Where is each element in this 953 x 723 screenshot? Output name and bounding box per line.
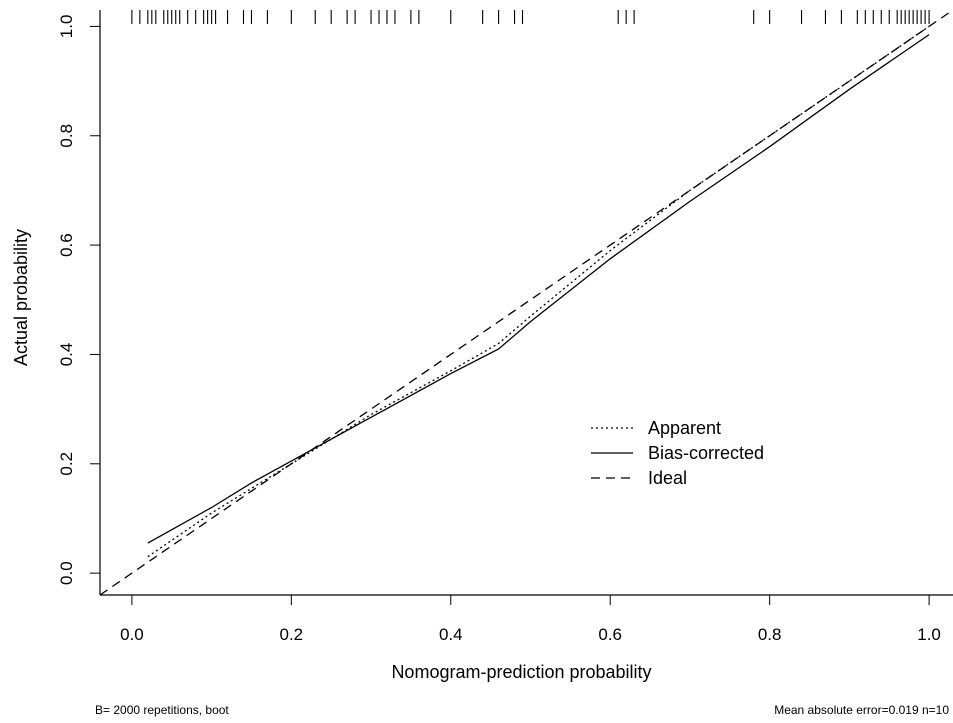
rug-ticks — [131, 10, 930, 24]
footer-repetitions-note: B= 2000 repetitions, boot — [95, 703, 229, 717]
x-tick-label: 1.0 — [917, 625, 941, 644]
axes: 0.0 0.2 0.4 0.6 0.8 1.0 0.0 0.2 0.4 0.6 0.8 1.0 Nomo… — [11, 15, 941, 682]
y-axis-title: Actual probability — [11, 229, 31, 366]
x-axis-title: Nomogram-prediction probability — [391, 662, 651, 682]
x-tick-label: 0.4 — [439, 625, 463, 644]
legend-label: Ideal — [648, 468, 687, 488]
legend: Apparent Bias-corrected Ideal — [591, 418, 764, 488]
y-tick-label: 1.0 — [57, 15, 76, 39]
y-tick-label: 0.2 — [57, 452, 76, 476]
legend-label: Apparent — [648, 418, 721, 438]
y-tick-label: 0.0 — [57, 561, 76, 585]
y-tick-label: 0.6 — [57, 233, 76, 257]
series-line-bias-corrected — [147, 34, 930, 544]
legend-label: Bias-corrected — [648, 443, 764, 463]
y-tick-label: 0.4 — [57, 343, 76, 367]
series-line-ideal — [99, 9, 953, 596]
series-lines — [99, 9, 953, 596]
plot-area — [99, 10, 953, 596]
series-line-apparent — [147, 25, 930, 558]
x-tick-label: 0.2 — [280, 625, 304, 644]
y-tick-label: 0.8 — [57, 124, 76, 148]
x-tick-label: 0.6 — [598, 625, 622, 644]
x-tick-label: 0.0 — [120, 625, 144, 644]
x-tick-label: 0.8 — [758, 625, 782, 644]
footer-error-note: Mean absolute error=0.019 n=10 — [774, 703, 949, 717]
